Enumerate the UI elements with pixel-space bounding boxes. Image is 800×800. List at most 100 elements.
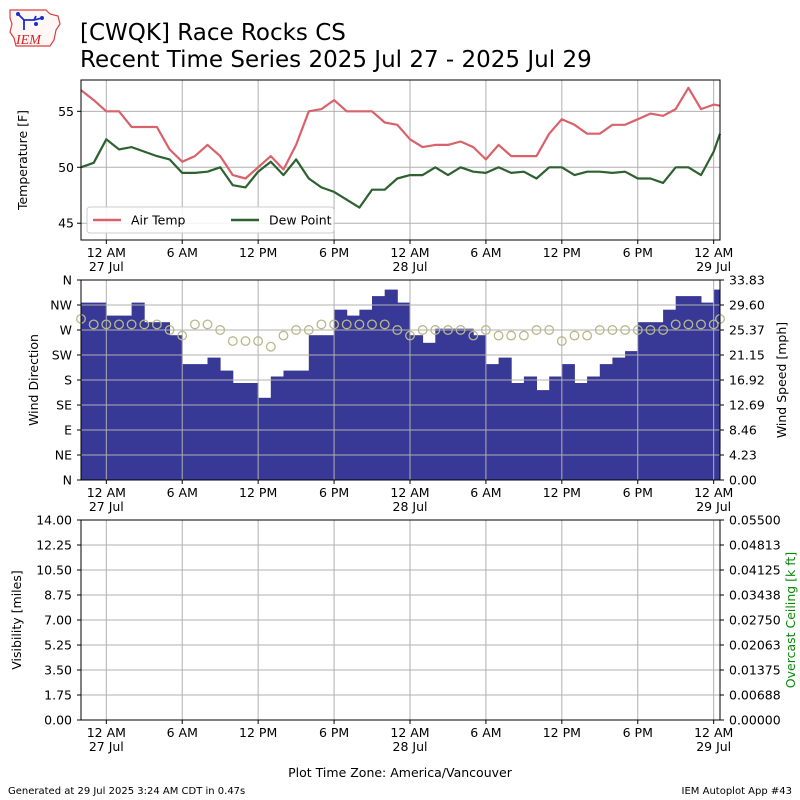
footer-app: IEM Autoplot App #43 bbox=[682, 786, 792, 797]
x-tick-label: 6 PM bbox=[623, 485, 653, 500]
wind-speed-bar bbox=[435, 328, 449, 480]
chart-title-line2: Recent Time Series 2025 Jul 27 - 2025 Ju… bbox=[80, 47, 592, 73]
wind-direction-marker bbox=[291, 325, 302, 335]
wind-direction-marker bbox=[379, 319, 390, 330]
legend-box bbox=[86, 206, 335, 234]
wind-speed-bar bbox=[334, 309, 348, 480]
wind-speed-bar bbox=[245, 383, 259, 480]
wind-speed-bar bbox=[131, 302, 145, 480]
wind-speed-bar bbox=[473, 335, 487, 480]
wind-direction-marker bbox=[164, 325, 175, 335]
x-tick-label: 6 PM bbox=[623, 245, 653, 260]
wind-direction-marker bbox=[265, 341, 276, 352]
wind-speed-bar bbox=[637, 322, 651, 480]
wind-direction-marker bbox=[620, 325, 631, 335]
direction-tick-label: S bbox=[64, 373, 72, 388]
y-axis-label: Visibility [miles] bbox=[9, 570, 24, 669]
wind-speed-bar bbox=[422, 342, 436, 480]
wind-direction-marker bbox=[455, 325, 466, 335]
wind-direction-marker bbox=[189, 319, 200, 330]
direction-tick-label: SE bbox=[56, 398, 72, 413]
wind-direction-marker bbox=[670, 319, 681, 330]
wind-speed-bar bbox=[663, 309, 677, 480]
wind-speed-bar bbox=[169, 335, 183, 480]
wind-speed-bar bbox=[599, 364, 613, 480]
x-tick-label: 12 AM bbox=[390, 245, 429, 260]
x-tick-label: 6 AM bbox=[167, 245, 198, 260]
visibility-tick-label: 3.50 bbox=[44, 663, 72, 678]
speed-tick-label: 33.83 bbox=[729, 273, 765, 288]
speed-tick-label: 8.46 bbox=[729, 423, 757, 438]
x-tick-date: 29 Jul bbox=[696, 499, 731, 514]
wind-speed-bar bbox=[232, 383, 246, 480]
legend: Air Temp Dew Point bbox=[86, 206, 335, 234]
wind-direction-marker bbox=[443, 325, 453, 335]
wind-direction-marker bbox=[367, 319, 377, 330]
x-tick-label: 12 AM bbox=[694, 725, 733, 740]
visibility-tick-label: 7.00 bbox=[44, 613, 72, 628]
visibility-tick-label: 8.75 bbox=[44, 588, 72, 603]
x-tick-label: 12 PM bbox=[239, 725, 277, 740]
wind-direction-marker bbox=[645, 325, 656, 335]
x-tick-label: 12 AM bbox=[390, 725, 429, 740]
chart-title-line1: [CWQK] Race Rocks CS bbox=[80, 20, 346, 46]
speed-tick-label: 0.00 bbox=[729, 473, 757, 488]
wind-speed-bar bbox=[81, 302, 95, 480]
wind-speed-bar bbox=[258, 397, 272, 480]
direction-tick-label: SW bbox=[52, 348, 72, 363]
x-tick-label: 12 PM bbox=[543, 725, 581, 740]
x-tick-label: 12 PM bbox=[239, 245, 277, 260]
y-tick-label: 50 bbox=[58, 160, 74, 175]
ceiling-tick-label: 0.03438 bbox=[729, 588, 781, 603]
wind-speed-bar bbox=[384, 289, 398, 480]
wind-direction-marker bbox=[544, 325, 555, 335]
y-axis-label: Temperature [F] bbox=[15, 110, 30, 211]
x-tick-label: 6 AM bbox=[167, 725, 198, 740]
footer-timezone: Plot Time Zone: America/Vancouver bbox=[288, 765, 513, 780]
wind-direction-marker bbox=[607, 325, 618, 335]
wind-speed-bar bbox=[688, 296, 702, 480]
wind-direction-marker bbox=[139, 319, 150, 330]
visibility-tick-label: 5.25 bbox=[44, 638, 72, 653]
wind-speed-bar bbox=[587, 376, 601, 480]
direction-tick-label: N bbox=[63, 273, 72, 288]
x-tick-label: 12 PM bbox=[543, 245, 581, 260]
wind-direction-marker bbox=[708, 319, 719, 330]
wind-speed-bar bbox=[650, 322, 664, 480]
wind-direction-marker bbox=[594, 325, 605, 335]
wind-panel: N NE E SE S SW W NW N 0.00 4.23 8.46 12.69 16.92 21.15… bbox=[26, 273, 789, 515]
wind-direction-marker bbox=[341, 319, 352, 330]
direction-tick-label: E bbox=[64, 423, 72, 438]
wind-speed-bar bbox=[511, 383, 525, 480]
wind-speed-bar bbox=[612, 357, 626, 480]
wind-direction-marker bbox=[506, 330, 517, 341]
ceiling-tick-label: 0.01375 bbox=[729, 663, 781, 678]
wind-speed-bar bbox=[194, 364, 208, 480]
wind-direction-marker bbox=[177, 330, 188, 341]
visibility-tick-label: 12.25 bbox=[36, 538, 72, 553]
wind-direction-marker bbox=[354, 319, 365, 330]
wind-direction-marker bbox=[683, 319, 694, 330]
wind-speed-bar bbox=[675, 296, 689, 480]
wind-speed-bar bbox=[625, 351, 639, 480]
legend-label: Dew Point bbox=[269, 213, 332, 228]
wind-speed-bar bbox=[156, 322, 170, 480]
direction-tick-label: N bbox=[63, 473, 72, 488]
x-tick-date: 27 Jul bbox=[89, 739, 124, 754]
y-tick-label: 55 bbox=[58, 104, 74, 119]
x-tick-label: 6 PM bbox=[319, 725, 349, 740]
x-tick-date: 28 Jul bbox=[393, 499, 428, 514]
visibility-tick-label: 14.00 bbox=[36, 513, 72, 528]
plot-frame bbox=[80, 519, 721, 721]
wind-direction-marker bbox=[518, 330, 529, 341]
wind-speed-bar bbox=[182, 364, 196, 480]
dew-point-series-line bbox=[80, 133, 722, 209]
direction-tick-label: W bbox=[60, 323, 72, 338]
iem-logo: IEM bbox=[6, 6, 64, 50]
x-tick-date: 29 Jul bbox=[696, 739, 731, 754]
wind-speed-bar bbox=[119, 315, 133, 480]
legend-label: Air Temp bbox=[131, 213, 186, 228]
wind-speed-bar bbox=[359, 309, 373, 480]
wind-speed-bar bbox=[270, 376, 284, 480]
direction-tick-label: NE bbox=[55, 448, 72, 463]
